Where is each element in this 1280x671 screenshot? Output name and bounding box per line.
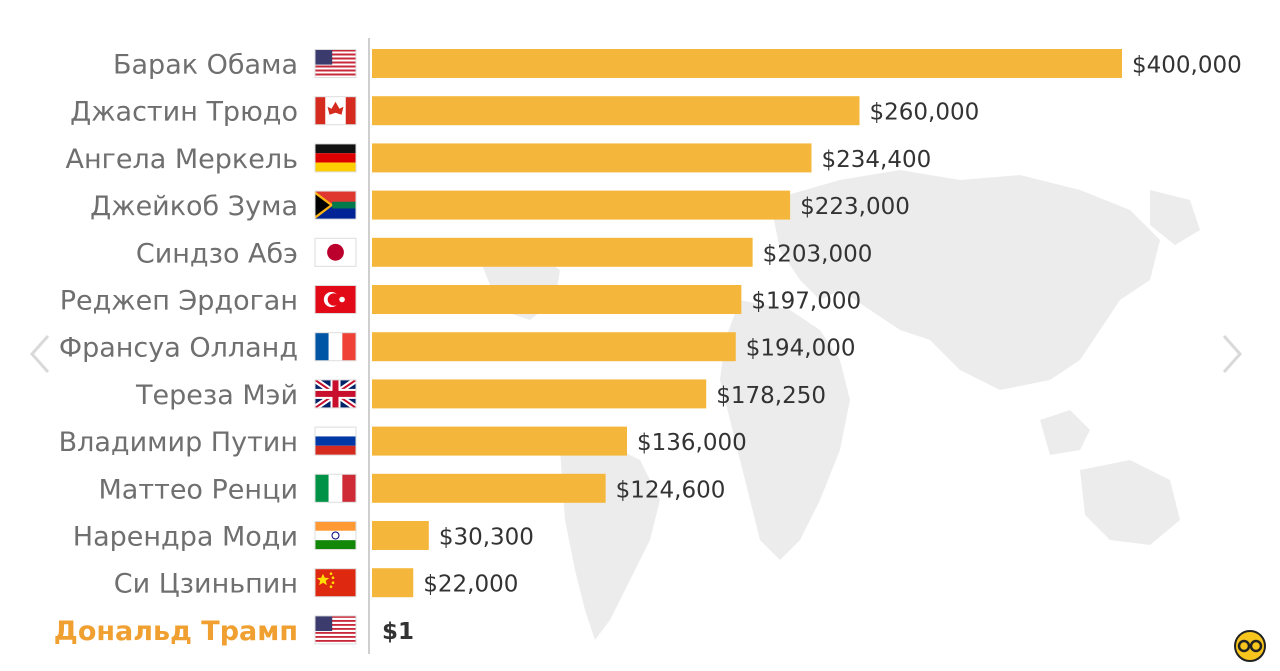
bar-row: Ангела Меркель $234,400 [66, 143, 932, 175]
bar-row: Джастин Трюдо $260,000 [70, 96, 979, 128]
bar-row: Франсуа Олланд $194,000 [59, 332, 856, 364]
bar-row: Си Цзиньпин $22,000 [114, 568, 518, 600]
bar-row: Нарендра Моди $30,300 [73, 521, 534, 553]
bar [372, 285, 742, 314]
bar [372, 237, 753, 267]
value-label: $223,000 [800, 194, 910, 220]
category-label: Нарендра Моди [73, 522, 298, 553]
bar [372, 190, 791, 220]
bar-row: Реджеп Эрдоган $197,000 [60, 285, 861, 317]
value-label: $260,000 [870, 100, 980, 126]
bar [372, 521, 429, 550]
bar-row: Владимир Путин $136,000 [59, 426, 747, 458]
bar [372, 143, 812, 173]
usa-flag-icon [314, 615, 357, 645]
value-label: $30,300 [439, 525, 534, 551]
category-label: Синдзо Абэ [136, 238, 298, 269]
bar-row: Дональд Трамп $1 [54, 615, 414, 647]
bar [372, 49, 1122, 78]
value-label: $178,250 [716, 383, 826, 409]
bar [372, 426, 627, 456]
value-label: $197,000 [751, 289, 861, 315]
canada-flag-icon [314, 96, 357, 126]
bar [372, 473, 606, 503]
value-label: $194,000 [746, 336, 856, 362]
value-label: $203,000 [763, 241, 873, 267]
category-label: Си Цзиньпин [114, 569, 298, 600]
bar [372, 568, 414, 598]
category-label: Дональд Трамп [54, 616, 298, 647]
category-label: Барак Обама [113, 50, 298, 81]
china-flag-icon [314, 568, 357, 598]
bar [372, 379, 707, 409]
category-label: Маттео Ренци [99, 474, 298, 505]
value-label: $136,000 [637, 430, 747, 456]
india-flag-icon [314, 521, 357, 550]
bar [372, 332, 736, 362]
value-label: $400,000 [1132, 53, 1242, 79]
world-map-background [480, 170, 1200, 640]
usa-flag-icon [314, 49, 357, 78]
channel-logo-icon [1234, 630, 1266, 662]
category-label: Реджеп Эрдоган [60, 286, 298, 317]
category-label: Владимир Путин [59, 427, 298, 458]
bar-row: Джейкоб Зума $223,000 [90, 190, 910, 222]
bar [372, 96, 860, 126]
turkey-flag-icon [314, 285, 357, 314]
value-label: $22,000 [423, 572, 518, 598]
italy-flag-icon [314, 473, 357, 503]
germany-flag-icon [314, 143, 357, 173]
category-label: Ангела Меркель [66, 144, 298, 175]
france-flag-icon [314, 332, 357, 362]
russia-flag-icon [314, 426, 357, 456]
bar-row: Тереза Мэй $178,250 [135, 379, 826, 411]
value-label: $234,400 [822, 147, 932, 173]
chevron-left-icon[interactable] [29, 335, 50, 373]
bar-row: Синдзо Абэ $203,000 [136, 237, 873, 269]
category-label: Тереза Мэй [135, 380, 298, 411]
value-label: $124,600 [616, 477, 726, 503]
bar-row: Барак Обама $400,000 [113, 49, 1242, 81]
category-label: Франсуа Олланд [59, 333, 298, 364]
category-label: Джейкоб Зума [90, 191, 298, 222]
south-africa-flag-icon [314, 190, 357, 220]
chevron-right-icon[interactable] [1222, 335, 1243, 373]
category-label: Джастин Трюдо [70, 97, 298, 128]
uk-flag-icon [314, 379, 357, 409]
value-label: $1 [382, 619, 414, 645]
bar-row: Маттео Ренци $124,600 [99, 473, 726, 505]
japan-flag-icon [314, 237, 357, 267]
